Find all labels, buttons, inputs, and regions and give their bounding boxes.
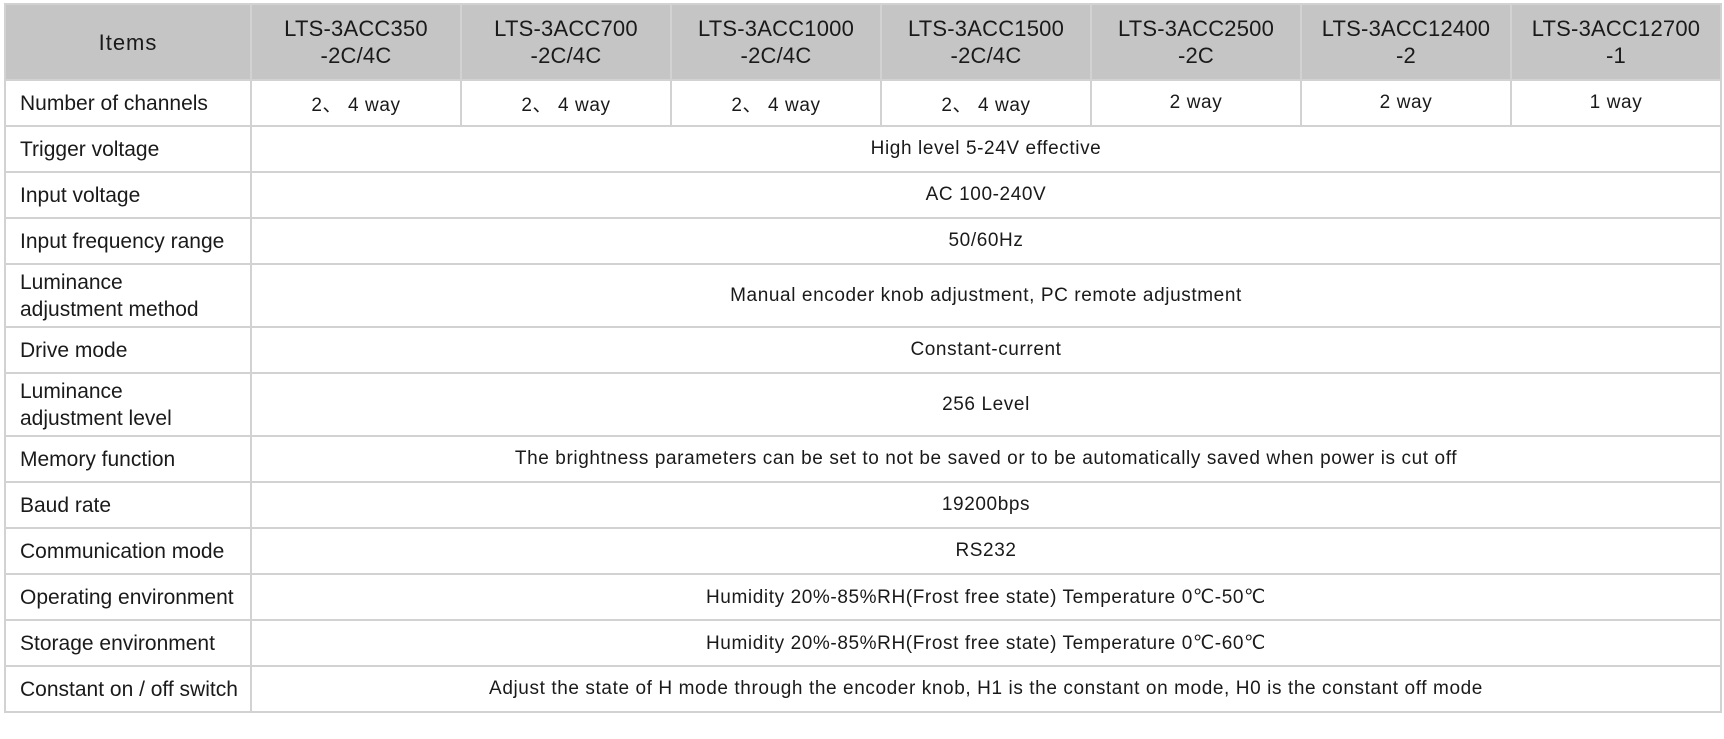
row-label: Storage environment	[4, 619, 252, 667]
model-name: LTS-3ACC12400	[1321, 16, 1491, 41]
model-header: LTS-3ACC1000 -2C/4C	[670, 3, 882, 81]
model-header: LTS-3ACC12400 -2	[1300, 3, 1512, 81]
spec-table-container: Items LTS-3ACC350 -2C/4C LTS-3ACC700 -2C/4…	[4, 3, 1722, 713]
row-label: Trigger voltage	[4, 125, 252, 173]
row-label: Input frequency range	[4, 217, 252, 265]
model-name: LTS-3ACC350	[284, 16, 428, 41]
model-suffix: -2C/4C	[320, 43, 392, 68]
spec-table: Items LTS-3ACC350 -2C/4C LTS-3ACC700 -2C/4…	[4, 3, 1722, 713]
cell-value: 50/60Hz	[250, 217, 1722, 265]
model-header: LTS-3ACC12700 -1	[1510, 3, 1722, 81]
model-suffix: -1	[1606, 43, 1626, 68]
model-header: LTS-3ACC1500 -2C/4C	[880, 3, 1092, 81]
cell-value: 19200bps	[250, 481, 1722, 529]
cell-value: The brightness parameters can be set to …	[250, 435, 1722, 483]
row-label: Operating environment	[4, 573, 252, 621]
row-luminance-level: Luminance adjustment level 256 Level	[4, 372, 1722, 437]
row-input-frequency: Input frequency range 50/60Hz	[4, 217, 1722, 265]
cell-value: Constant-current	[250, 326, 1722, 374]
cell-value: 256 Level	[250, 372, 1722, 437]
row-operating-environment: Operating environment Humidity 20%-85%RH…	[4, 573, 1722, 621]
cell-value: 2、 4 way	[250, 79, 462, 127]
row-label-line: Luminance	[20, 379, 123, 403]
row-label: Communication mode	[4, 527, 252, 575]
row-input-voltage: Input voltage AC 100-240V	[4, 171, 1722, 219]
model-suffix: -2C/4C	[740, 43, 812, 68]
cell-value: Humidity 20%-85%RH(Frost free state) Tem…	[250, 619, 1722, 667]
row-label: Memory function	[4, 435, 252, 483]
model-name: LTS-3ACC12700	[1531, 16, 1701, 41]
model-header: LTS-3ACC2500 -2C	[1090, 3, 1302, 81]
header-row: Items LTS-3ACC350 -2C/4C LTS-3ACC700 -2C/4…	[4, 3, 1722, 81]
row-label: Luminance adjustment method	[4, 263, 252, 328]
row-storage-environment: Storage environment Humidity 20%-85%RH(F…	[4, 619, 1722, 667]
model-suffix: -2	[1396, 43, 1416, 68]
row-number-of-channels: Number of channels 2、 4 way 2、 4 way 2、 …	[4, 79, 1722, 127]
model-header: LTS-3ACC700 -2C/4C	[460, 3, 672, 81]
model-name: LTS-3ACC1500	[907, 16, 1065, 41]
cell-value: 2 way	[1090, 79, 1302, 127]
row-label-line: Luminance	[20, 270, 123, 294]
cell-value: High level 5-24V effective	[250, 125, 1722, 173]
model-header: LTS-3ACC350 -2C/4C	[250, 3, 462, 81]
row-trigger-voltage: Trigger voltage High level 5-24V effecti…	[4, 125, 1722, 173]
model-suffix: -2C/4C	[530, 43, 602, 68]
model-suffix: -2C	[1177, 43, 1215, 68]
row-label: Number of channels	[4, 79, 252, 127]
cell-value: 1 way	[1510, 79, 1722, 127]
cell-value: 2、 4 way	[460, 79, 672, 127]
row-drive-mode: Drive mode Constant-current	[4, 326, 1722, 374]
cell-value: AC 100-240V	[250, 171, 1722, 219]
cell-value: Humidity 20%-85%RH(Frost free state) Tem…	[250, 573, 1722, 621]
cell-value: 2 way	[1300, 79, 1512, 127]
model-name: LTS-3ACC1000	[697, 16, 855, 41]
row-baud-rate: Baud rate 19200bps	[4, 481, 1722, 529]
cell-value: 2、 4 way	[880, 79, 1092, 127]
row-memory-function: Memory function The brightness parameter…	[4, 435, 1722, 483]
model-name: LTS-3ACC700	[494, 16, 638, 41]
row-luminance-method: Luminance adjustment method Manual encode…	[4, 263, 1722, 328]
model-suffix: -2C/4C	[950, 43, 1022, 68]
row-label: Input voltage	[4, 171, 252, 219]
cell-value: Manual encoder knob adjustment, PC remot…	[250, 263, 1722, 328]
cell-value: RS232	[250, 527, 1722, 575]
row-label: Baud rate	[4, 481, 252, 529]
row-label-line: adjustment level	[20, 406, 172, 430]
row-constant-switch: Constant on / off switch Adjust the stat…	[4, 665, 1722, 713]
cell-value: Adjust the state of H mode through the e…	[250, 665, 1722, 713]
row-communication-mode: Communication mode RS232	[4, 527, 1722, 575]
row-label: Drive mode	[4, 326, 252, 374]
items-header: Items	[4, 3, 252, 81]
row-label: Luminance adjustment level	[4, 372, 252, 437]
row-label: Constant on / off switch	[4, 665, 252, 713]
model-name: LTS-3ACC2500	[1117, 16, 1275, 41]
row-label-line: adjustment method	[20, 297, 199, 321]
cell-value: 2、 4 way	[670, 79, 882, 127]
